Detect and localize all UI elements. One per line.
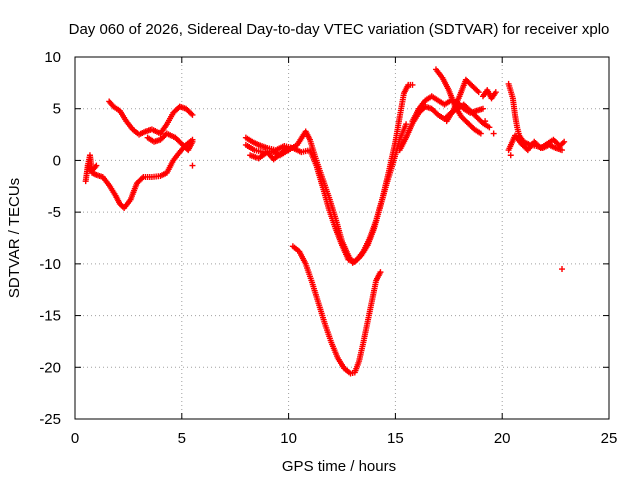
plot-frame bbox=[74, 56, 610, 420]
y-tick-label: -10 bbox=[39, 256, 61, 273]
x-tick-label: 5 bbox=[178, 430, 186, 447]
data-point bbox=[561, 138, 568, 145]
grid bbox=[75, 57, 609, 419]
data-point bbox=[479, 105, 486, 112]
data-point bbox=[283, 145, 290, 152]
data-point bbox=[189, 138, 196, 145]
y-tick-label: 10 bbox=[44, 49, 61, 66]
data-point bbox=[474, 87, 481, 94]
series-track-l bbox=[443, 76, 482, 125]
data-point bbox=[188, 110, 195, 117]
data-point bbox=[139, 175, 146, 182]
data-point bbox=[189, 111, 196, 118]
chart-title: Day 060 of 2026, Sidereal Day-to-day VTE… bbox=[69, 21, 610, 38]
series-outliers bbox=[189, 118, 566, 273]
x-tick-label: 20 bbox=[494, 430, 511, 447]
data-point bbox=[482, 118, 489, 125]
data-point bbox=[559, 147, 566, 154]
series-track-g bbox=[247, 145, 290, 163]
data-point bbox=[92, 163, 99, 170]
y-tick-label: -20 bbox=[39, 359, 61, 376]
data-point bbox=[93, 162, 100, 169]
data-point bbox=[403, 121, 410, 128]
y-tick-label: 5 bbox=[53, 101, 61, 118]
data-point bbox=[475, 89, 482, 96]
y-tick-label: -15 bbox=[39, 308, 61, 325]
series-track-d bbox=[144, 130, 196, 154]
series-track-c bbox=[106, 98, 196, 138]
series-track-o bbox=[505, 132, 568, 154]
data-point bbox=[559, 266, 566, 273]
series-track-m bbox=[479, 87, 499, 102]
x-axis-label: GPS time / hours bbox=[282, 458, 396, 475]
data-point bbox=[477, 130, 484, 137]
x-tick-label: 0 bbox=[71, 430, 79, 447]
x-tick-label: 10 bbox=[280, 430, 297, 447]
tick-labels: 0 5 10 15 20 25 -25 -20 -15 -10 -5 0 5 10 bbox=[39, 49, 617, 447]
data-marks bbox=[82, 66, 568, 377]
data-point bbox=[377, 269, 384, 276]
series-track-a bbox=[84, 136, 196, 212]
y-axis-label: SDTVAR / TECUs bbox=[6, 178, 23, 298]
data-point bbox=[486, 124, 493, 131]
series-track-f bbox=[242, 121, 410, 265]
data-point bbox=[189, 162, 196, 169]
y-tick-label: -5 bbox=[48, 204, 61, 221]
data-point bbox=[282, 146, 289, 153]
series-track-k bbox=[432, 66, 484, 137]
data-point bbox=[409, 81, 416, 88]
data-point bbox=[490, 130, 497, 137]
data-point bbox=[492, 89, 499, 96]
series-track-h bbox=[289, 243, 384, 377]
x-tick-label: 15 bbox=[387, 430, 404, 447]
x-tick-label: 25 bbox=[601, 430, 618, 447]
y-tick-label: 0 bbox=[53, 152, 61, 169]
y-tick-label: -25 bbox=[39, 411, 61, 428]
data-point bbox=[507, 152, 514, 159]
series-track-b bbox=[82, 152, 100, 185]
